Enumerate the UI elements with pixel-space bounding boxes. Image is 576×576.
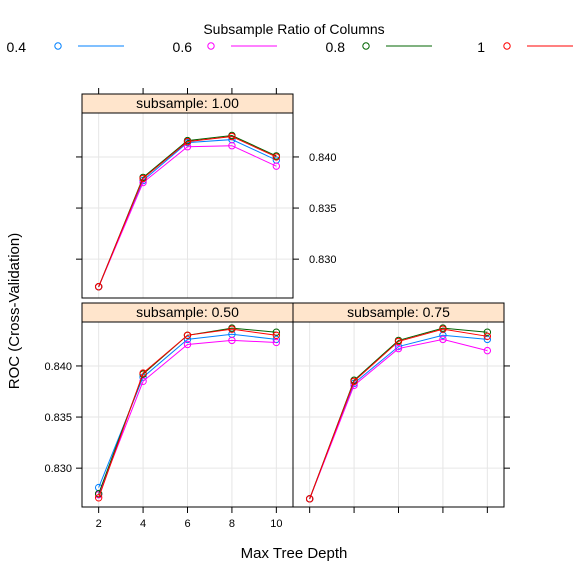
data-point (483, 332, 492, 341)
data-point (272, 331, 281, 339)
data-point (394, 337, 403, 346)
panel-ticks: 0.830 0.835 0.840 (76, 88, 337, 266)
panel-grid (82, 322, 293, 507)
y-tick-label: 0.840 (44, 361, 72, 373)
legend-marker (207, 42, 215, 50)
y-tick-label: 0.830 (309, 254, 337, 266)
panel-subsample-0-50: subsample: 0.50 2 4 6 8 10 0.830 0.835 0.840 (44, 302, 294, 530)
data-point (139, 369, 147, 377)
legend-title: Subsample Ratio of Columns (203, 21, 384, 37)
y-tick-label: 0.840 (309, 152, 337, 164)
series-0-6 (94, 336, 281, 499)
data-point (183, 335, 192, 344)
data-point (228, 132, 236, 141)
data-point (228, 325, 236, 333)
data-point (439, 335, 447, 344)
data-point (183, 331, 192, 339)
strip-label: subsample: 0.50 (136, 304, 239, 320)
y-tick-label: 0.830 (44, 463, 72, 475)
y-axis-label: ROC (Cross-Validation) (6, 233, 23, 389)
legend-label: 0.6 (173, 39, 193, 55)
data-point (228, 142, 236, 150)
legend-item-1: 1 (477, 39, 573, 55)
series-1 (305, 325, 492, 503)
legend-marker (503, 42, 511, 50)
y-tick-label: 0.835 (309, 203, 337, 215)
series-line (98, 339, 277, 495)
panel-strip: subsample: 1.00 (81, 93, 294, 114)
y-tick-label: 0.835 (44, 412, 72, 424)
series-1 (94, 325, 281, 502)
x-tick-label: 4 (140, 518, 146, 530)
data-point (272, 328, 281, 336)
data-point (183, 137, 192, 146)
data-point (439, 325, 447, 333)
legend-item-0-6: 0.6 (173, 39, 277, 55)
data-point (139, 174, 147, 183)
series-line (98, 135, 277, 287)
panel-strip: subsample: 0.75 (292, 302, 505, 323)
data-point (94, 494, 103, 502)
series-line (309, 338, 488, 500)
x-tick-label: 10 (270, 518, 282, 530)
legend-marker (362, 42, 370, 50)
data-point (94, 283, 103, 291)
series-line (309, 328, 488, 499)
legend-marker (54, 42, 62, 50)
legend-item-0-4: 0.4 (7, 39, 124, 55)
series-line (98, 328, 277, 498)
panel-ticks (309, 365, 510, 513)
legend-label: 1 (477, 39, 485, 55)
data-point (394, 344, 403, 353)
data-point (228, 336, 236, 345)
series-line (98, 145, 277, 287)
data-point (272, 162, 281, 170)
legend: 0.4 0.6 0.8 1 (7, 39, 573, 55)
legend-label: 0.4 (7, 39, 27, 55)
data-point (483, 346, 492, 355)
data-point (183, 340, 192, 349)
panel-strip: subsample: 0.50 (81, 302, 294, 323)
panel-ticks: 2 4 6 8 10 0.830 0.835 0.840 (44, 361, 282, 530)
panels: subsample: 1.000.8300.8350.840subsample:… (44, 88, 510, 530)
series-line (98, 139, 277, 287)
panel-subsample-0-75: subsample: 0.75 (292, 302, 510, 513)
series-1 (94, 132, 281, 291)
data-point (350, 377, 358, 385)
data-point (272, 338, 281, 347)
legend-label: 0.8 (326, 39, 346, 55)
x-tick-label: 6 (184, 518, 190, 530)
strip-label: subsample: 1.00 (136, 95, 239, 111)
panel-subsample-1-00: subsample: 1.00 0.830 0.835 0.840 (76, 88, 337, 299)
strip-label: subsample: 0.75 (347, 304, 450, 320)
data-point (272, 153, 281, 161)
x-axis-label: Max Tree Depth (241, 545, 348, 562)
x-tick-label: 8 (229, 518, 235, 530)
data-point (305, 495, 314, 503)
legend-item-0-8: 0.8 (326, 39, 432, 55)
strip-background (292, 302, 505, 323)
panel-grid (293, 322, 504, 507)
x-tick-label: 2 (96, 518, 102, 530)
data-point (483, 328, 492, 336)
data-point (272, 335, 281, 344)
